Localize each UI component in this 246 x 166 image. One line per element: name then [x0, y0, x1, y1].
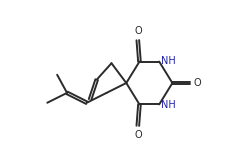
Text: O: O	[134, 130, 142, 140]
Text: O: O	[134, 26, 142, 36]
Text: O: O	[193, 78, 201, 88]
Text: NH: NH	[161, 100, 176, 110]
Text: NH: NH	[161, 56, 176, 66]
